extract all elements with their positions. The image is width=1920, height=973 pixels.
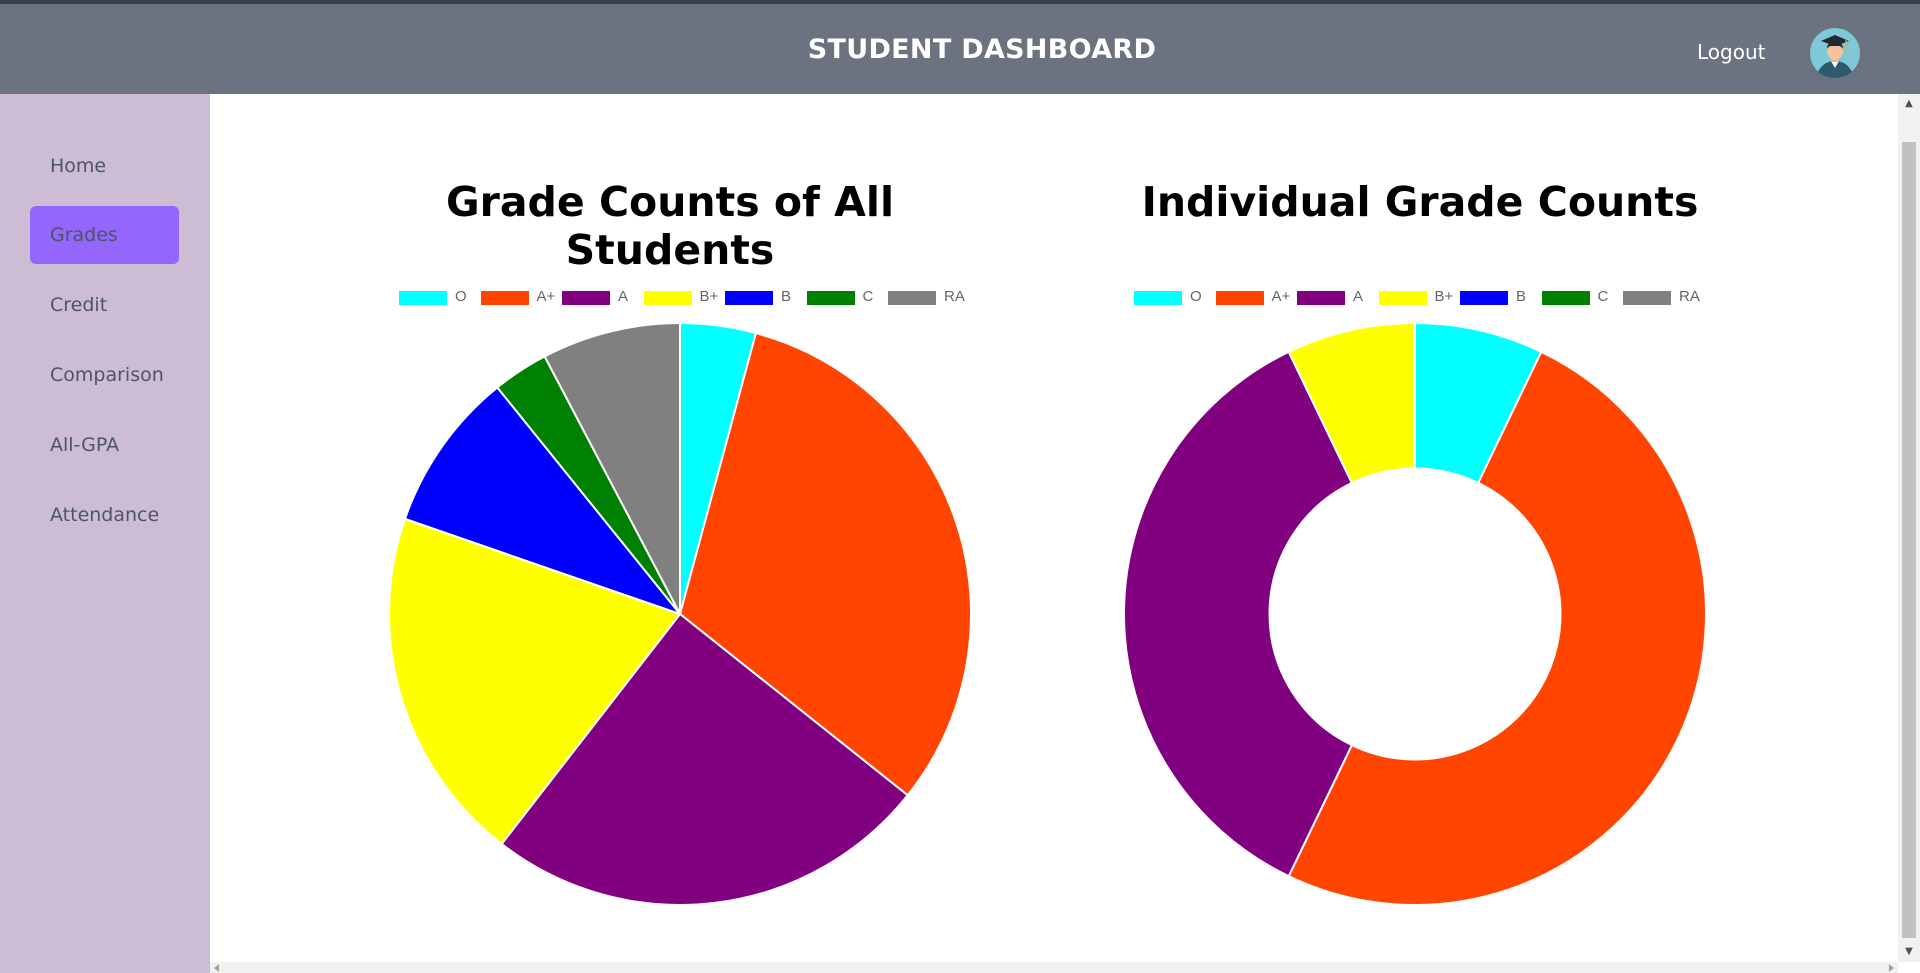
sidebar: Home Grades Credit Comparison All-GPA At… (0, 94, 210, 973)
logout-button[interactable]: Logout (1697, 40, 1766, 64)
sidebar-item-attendance[interactable]: Attendance (50, 504, 160, 526)
top-header: STUDENT DASHBOARD Logout (0, 4, 1920, 94)
legend-swatch (1378, 291, 1427, 305)
legend-swatch (1541, 291, 1590, 305)
legend-swatch (1134, 291, 1182, 305)
legend-label: B (781, 288, 792, 305)
legend-swatch (1623, 291, 1671, 305)
legend-swatch (888, 291, 936, 305)
main-content: Grade Counts of All Students Individual … (210, 94, 1898, 962)
scroll-down-arrow-icon[interactable]: ▼ (1905, 946, 1913, 957)
chart-legend-all-students: O A+ A B+ B C RA (399, 287, 1019, 307)
sidebar-item-grades[interactable]: Grades (30, 206, 179, 264)
chart-title-all-students: Grade Counts of All Students (446, 178, 894, 274)
legend-swatch (1215, 291, 1264, 305)
legend-label: A (1353, 288, 1364, 305)
legend-label: RA (944, 288, 965, 305)
slice-ra[interactable] (543, 321, 681, 615)
chart-title-individual: Individual Grade Counts (1141, 178, 1699, 226)
slice-a[interactable] (1123, 350, 1354, 878)
pie-chart-all-students (388, 321, 972, 906)
legend-label: A+ (1271, 288, 1291, 305)
slice-b-plus[interactable] (1287, 321, 1416, 485)
legend-swatch (399, 291, 447, 305)
vertical-scrollbar-thumb[interactable] (1902, 142, 1916, 938)
legend-label: A (618, 288, 629, 305)
dashboard-title: STUDENT DASHBOARD (807, 34, 1157, 65)
scroll-right-arrow-icon[interactable] (1889, 964, 1894, 972)
vertical-scrollbar[interactable]: ▲ ▼ (1898, 94, 1920, 962)
legend-swatch (480, 291, 529, 305)
legend-swatch (1297, 291, 1345, 305)
scroll-up-arrow-icon[interactable]: ▲ (1905, 98, 1913, 109)
legend-label: C (1597, 288, 1609, 305)
sidebar-item-home[interactable]: Home (50, 155, 107, 177)
sidebar-item-credit[interactable]: Credit (50, 294, 108, 316)
legend-label: O (1190, 288, 1202, 305)
doughnut-chart-individual (1123, 321, 1707, 906)
legend-label: RA (1679, 288, 1700, 305)
legend-swatch (806, 291, 855, 305)
legend-swatch (643, 291, 692, 305)
slice-a-plus[interactable] (1287, 350, 1707, 906)
sidebar-item-all-gpa[interactable]: All-GPA (50, 434, 120, 456)
legend-swatch (725, 291, 773, 305)
legend-label: C (862, 288, 874, 305)
legend-label: O (455, 288, 467, 305)
legend-label: B (1516, 288, 1527, 305)
slice-b-plus[interactable] (388, 517, 682, 846)
legend-swatch (1460, 291, 1508, 305)
chart-legend-individual: O A+ A B+ B C RA (1134, 287, 1754, 307)
sidebar-item-comparison[interactable]: Comparison (50, 364, 164, 386)
graduate-avatar-icon[interactable] (1810, 28, 1860, 78)
slice-a-plus[interactable] (678, 331, 972, 797)
slice-b[interactable] (403, 386, 683, 617)
slice-a[interactable] (500, 612, 910, 906)
scroll-left-arrow-icon[interactable] (214, 964, 219, 972)
window-top-strip (0, 0, 1920, 4)
legend-label: A+ (536, 288, 556, 305)
legend-label: B+ (699, 288, 719, 305)
legend-label: B+ (1434, 288, 1454, 305)
legend-swatch (562, 291, 610, 305)
horizontal-scrollbar[interactable] (210, 962, 1898, 973)
